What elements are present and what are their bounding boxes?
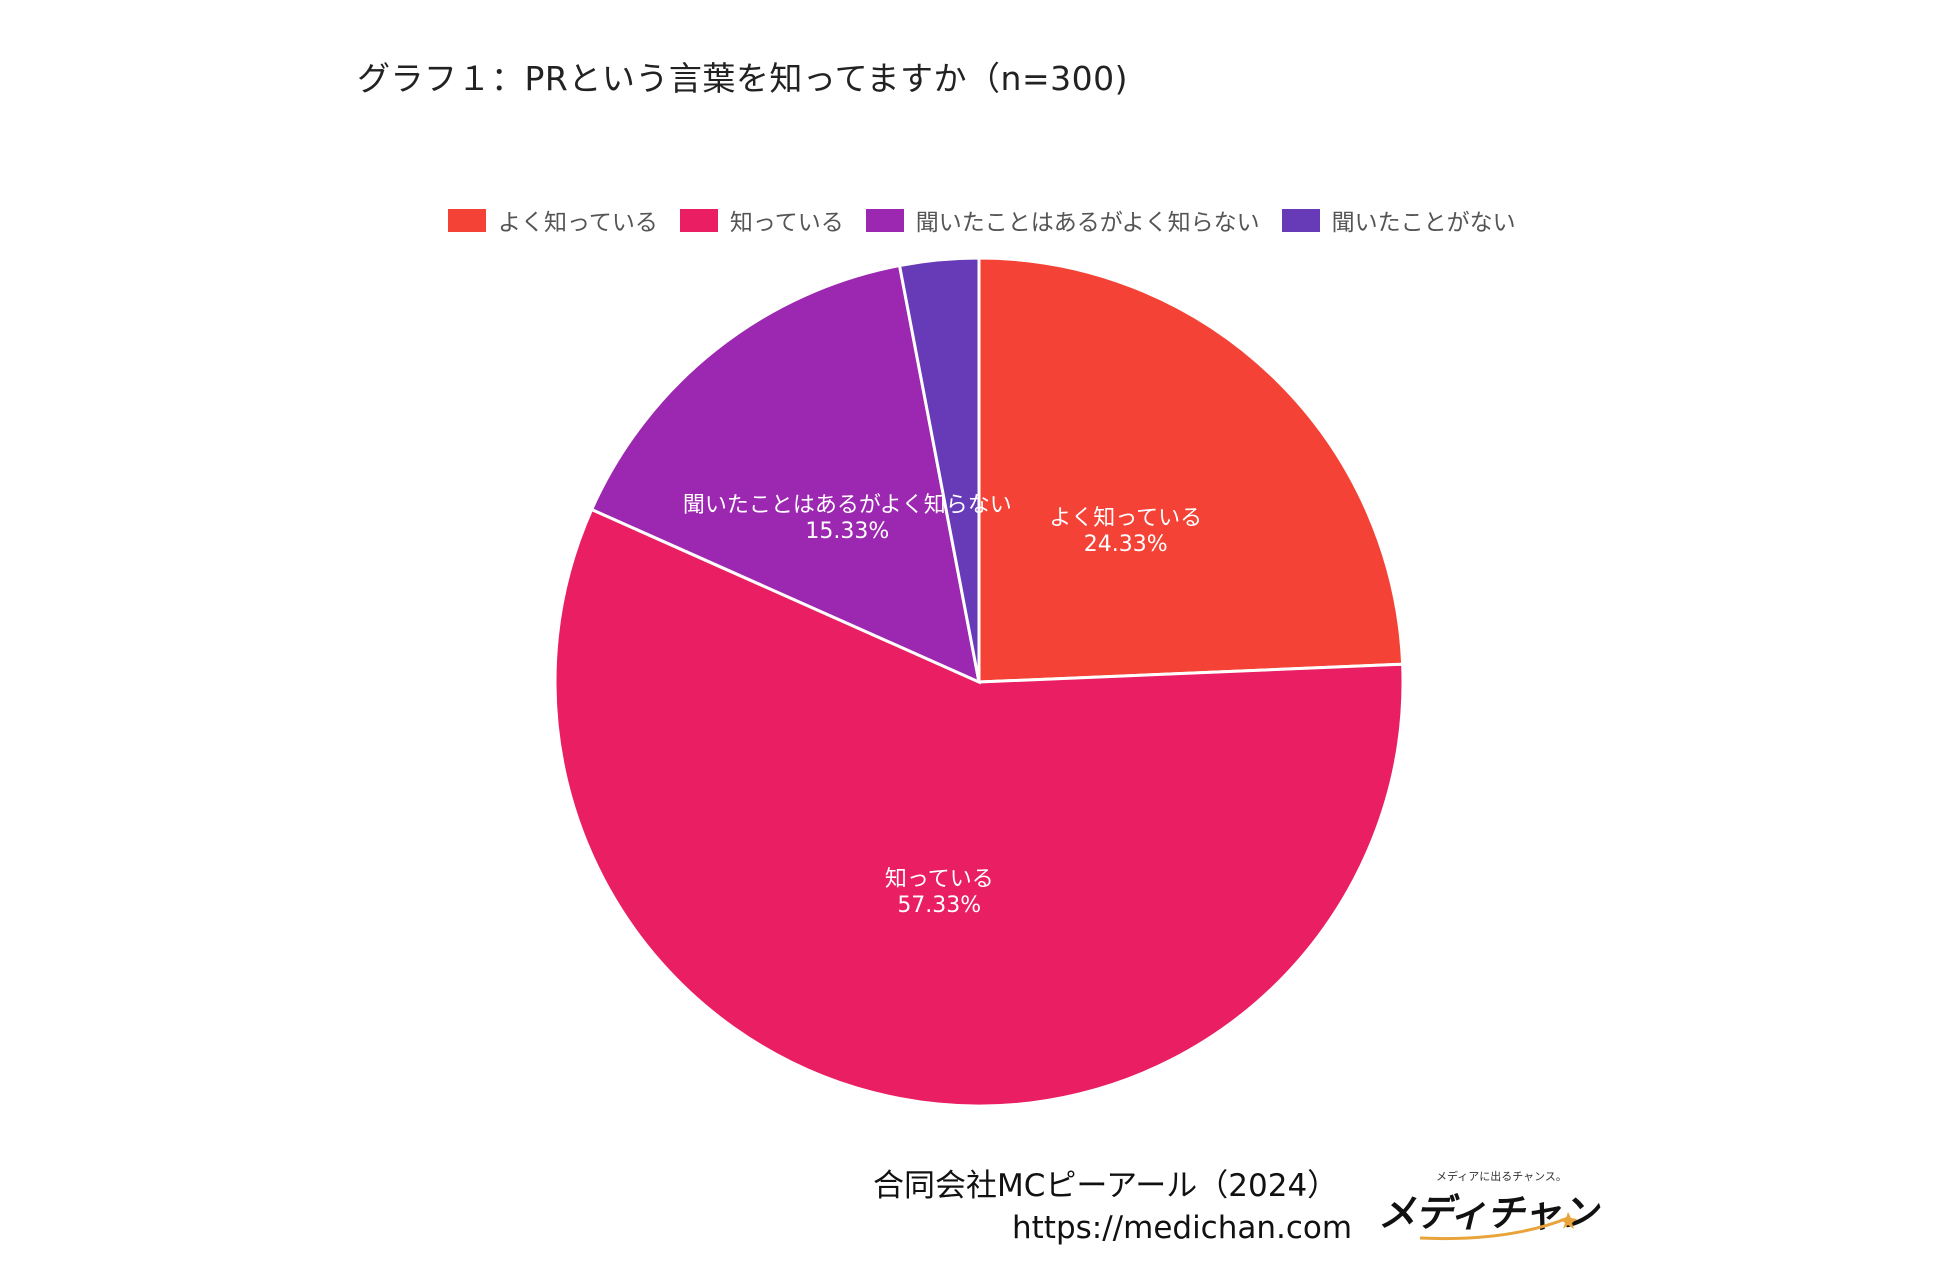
legend-label-known: 知っている bbox=[729, 210, 844, 236]
legend-label-never-heard: 聞いたことがない bbox=[1331, 210, 1516, 236]
pie-slice-never-heard[interactable] bbox=[897, 256, 981, 683]
slice-value-well-known: 24.33% bbox=[1084, 532, 1168, 557]
pie-slice-heard-not-known[interactable] bbox=[589, 263, 982, 685]
legend-item-heard-not-known[interactable]: 聞いたことはあるがよく知らない bbox=[865, 203, 1260, 237]
chart-title: グラフ１：PRという言葉を知ってますか（n=300) bbox=[357, 59, 1128, 98]
medichan-logo: メディアに出るチャンス。 メディチャン bbox=[1378, 1168, 1598, 1241]
legend-item-never-heard[interactable]: 聞いたことがない bbox=[1281, 203, 1516, 237]
slice-label-known: 知っている bbox=[885, 867, 994, 892]
legend-item-well-known[interactable]: よく知っている bbox=[448, 203, 658, 237]
legend-swatch-never-heard bbox=[1281, 208, 1320, 232]
slice-label-heard-not-known: 聞いたことはあるがよく知らない bbox=[683, 493, 1012, 518]
pie-slice-well-known[interactable] bbox=[977, 256, 1405, 684]
legend-item-known[interactable]: 知っている bbox=[679, 203, 844, 237]
pie-slice-known[interactable] bbox=[553, 507, 1405, 1108]
legend-swatch-heard-not-known bbox=[865, 208, 904, 232]
credit-company: 合同会社MCピーアール（2024） bbox=[873, 1168, 1339, 1204]
legend-swatch-well-known bbox=[448, 208, 486, 232]
logo-swoosh-icon bbox=[1419, 1212, 1577, 1241]
logo-tagline: メディアに出るチャンス。 bbox=[1436, 1170, 1567, 1183]
slice-label-well-known: よく知っている bbox=[1049, 506, 1202, 531]
slice-value-known: 57.33% bbox=[897, 893, 981, 918]
legend-swatch-known bbox=[679, 208, 718, 232]
chart-legend: よく知っている 知っている 聞いたことはあるがよく知らない 聞いたことがない bbox=[448, 204, 1538, 236]
legend-label-heard-not-known: 聞いたことはあるがよく知らない bbox=[915, 210, 1260, 236]
credit-url[interactable]: https://medichan.com bbox=[1012, 1210, 1353, 1246]
slice-value-heard-not-known: 15.33% bbox=[805, 519, 889, 544]
logo-text: メディチャン bbox=[1378, 1191, 1598, 1235]
legend-label-well-known: よく知っている bbox=[498, 210, 658, 236]
